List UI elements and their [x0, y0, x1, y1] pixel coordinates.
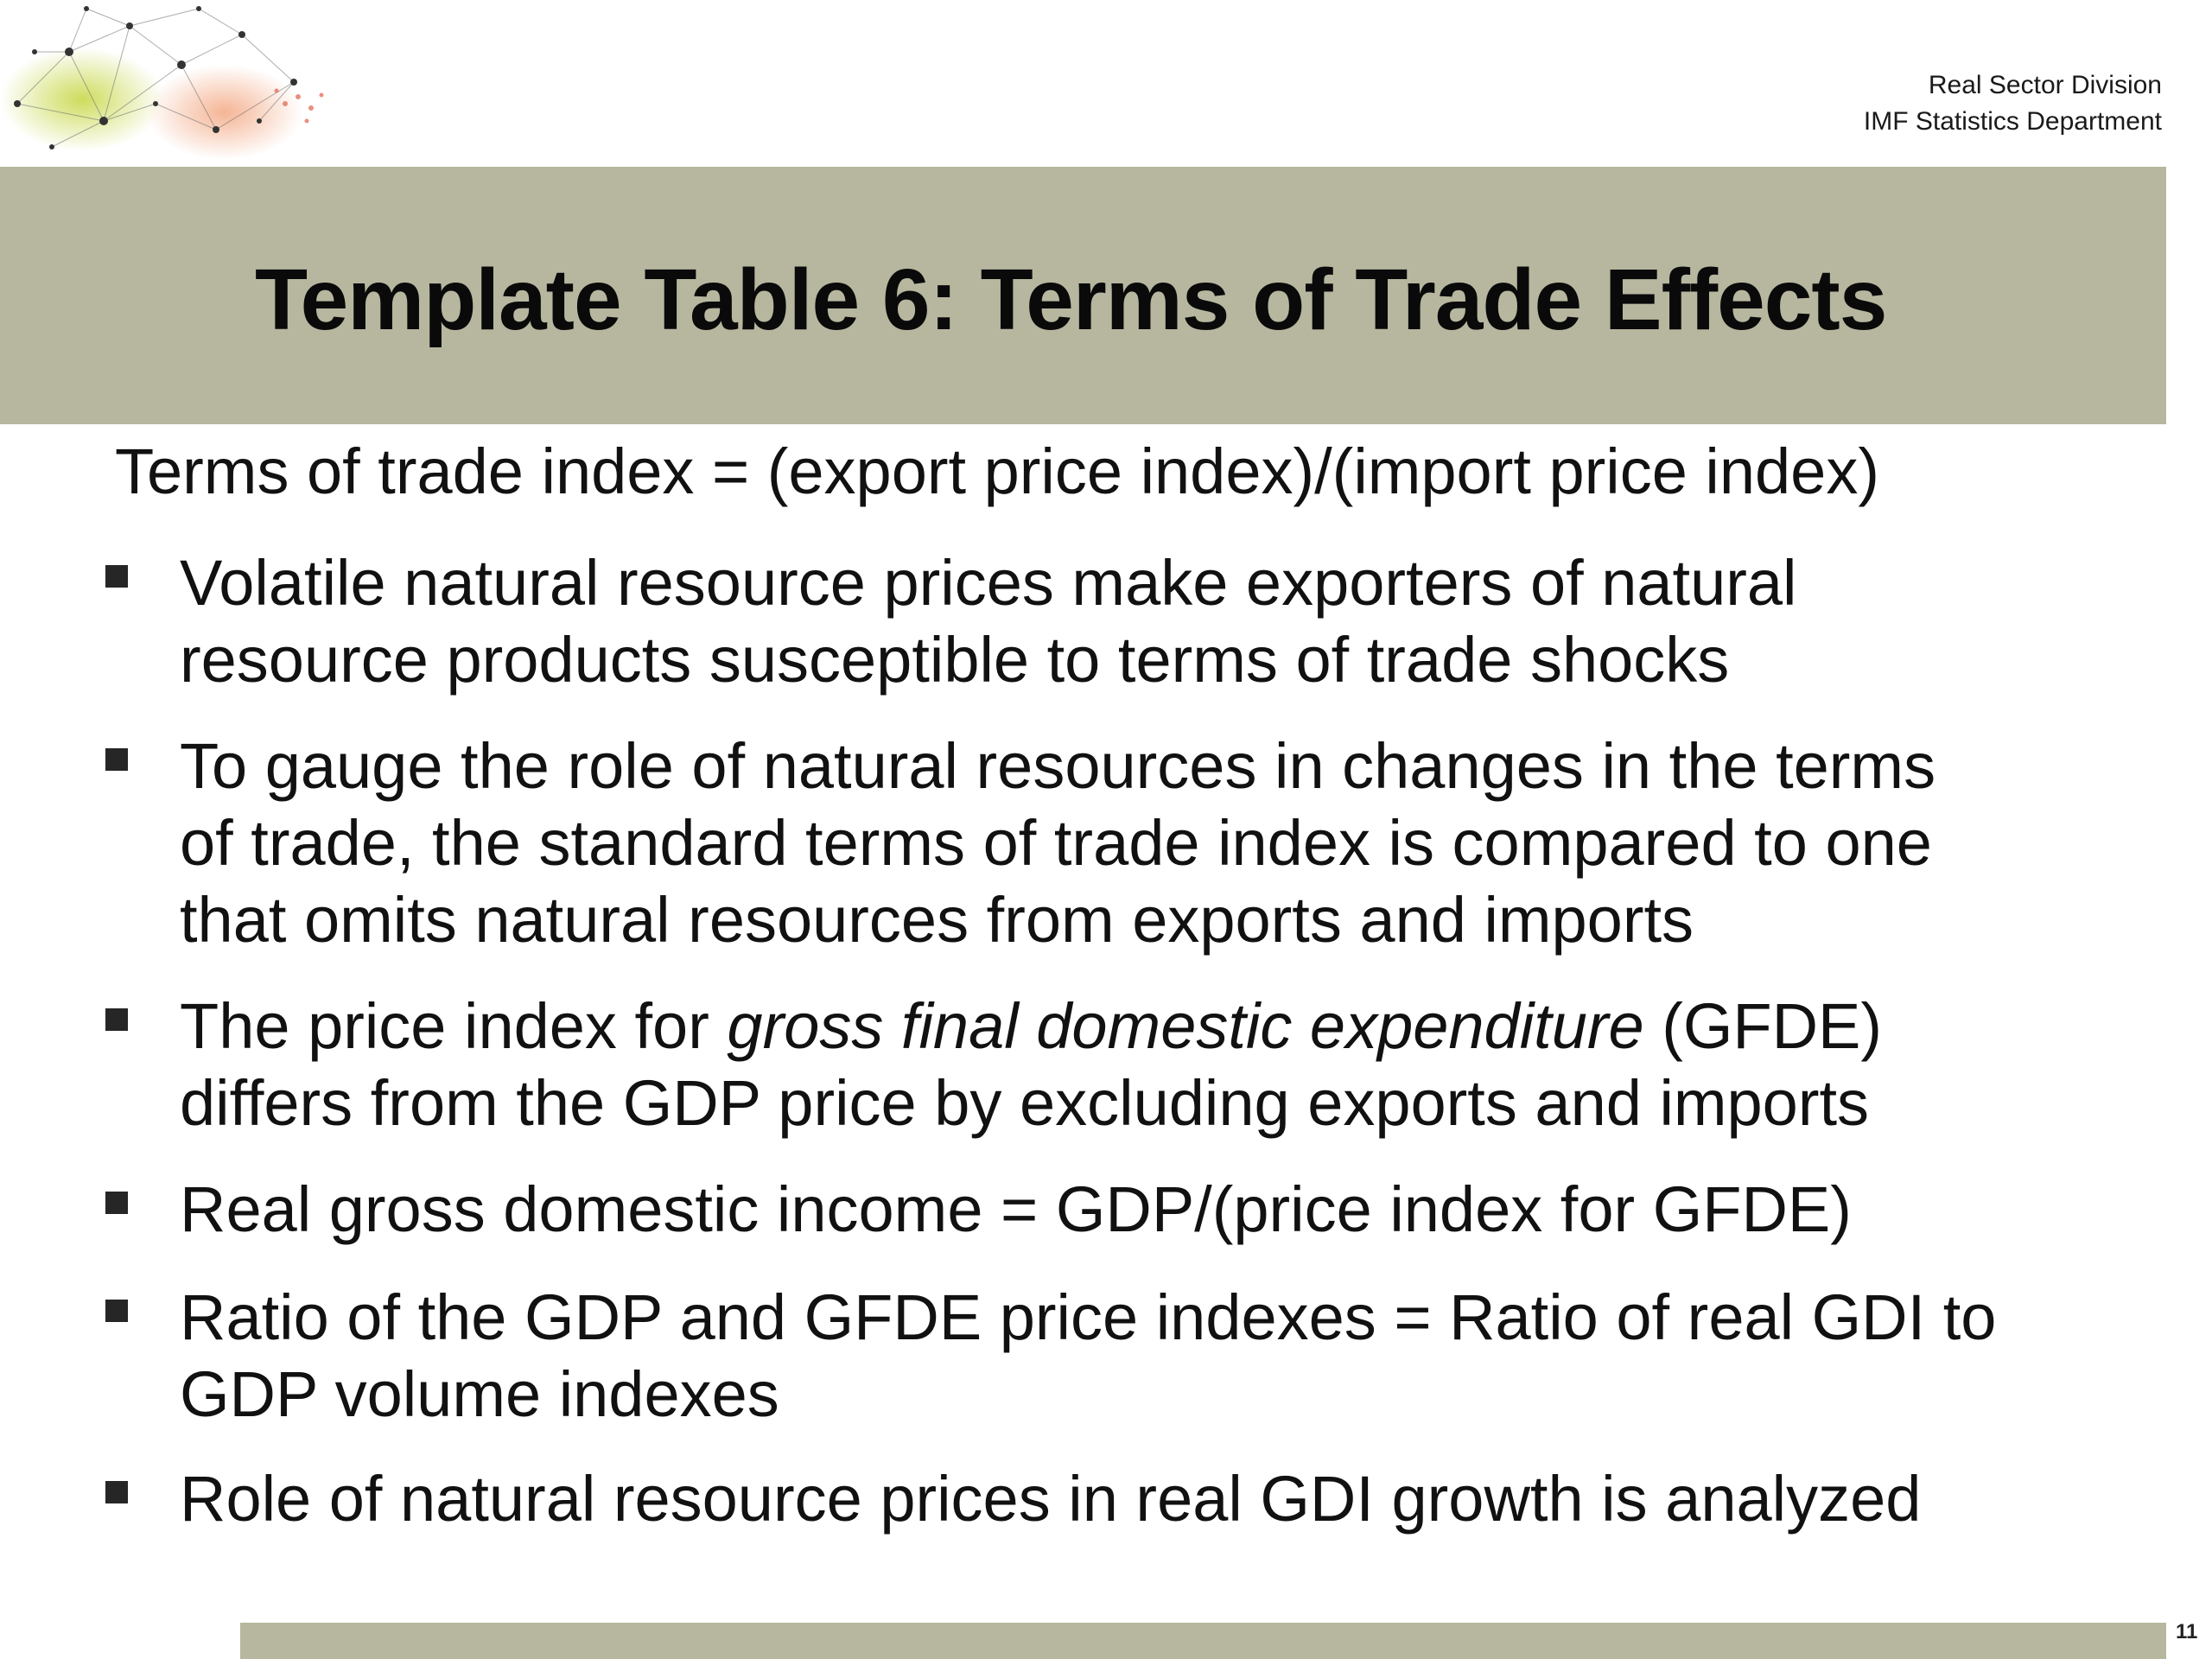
bullet-text: Ratio of the GDP and GFDE price indexes … — [180, 1279, 2212, 1433]
footer-bar — [240, 1623, 2166, 1659]
bullet-marker-icon — [105, 565, 128, 588]
bullet-text: Real gross domestic income = GDP/(price … — [180, 1171, 2212, 1248]
bullet-marker-icon — [105, 1481, 128, 1503]
bullet-text-prefix: The price index for — [180, 990, 728, 1062]
bullet-text-italic: gross final domestic expenditure — [727, 990, 1644, 1062]
bullet-text: To gauge the role of natural resources i… — [180, 728, 2212, 958]
bullet-line: Role of natural resource prices in real … — [180, 1463, 1922, 1535]
bullet-line: The price index for gross final domestic… — [180, 988, 2212, 1065]
bullet-line: that omits natural resources from export… — [180, 884, 1694, 956]
bullet-text-suffix: (GFDE) — [1643, 990, 1883, 1062]
slide-title: Template Table 6: Terms of Trade Effects — [255, 251, 1887, 348]
bullet-line: To gauge the role of natural resources i… — [180, 730, 1936, 802]
bullet-text: Role of natural resource prices in real … — [180, 1460, 2212, 1537]
header-meta: Real Sector Division IMF Statistics Depa… — [1864, 67, 2162, 140]
bullet-text: The price index for gross final domestic… — [180, 988, 2212, 1141]
bullet-line: Ratio of the GDP and GFDE price indexes … — [180, 1281, 1997, 1353]
bullet-marker-icon — [105, 1300, 128, 1322]
bullet-line: GDP volume indexes — [180, 1358, 779, 1430]
department-label: IMF Statistics Department — [1863, 107, 2162, 136]
bullet-line: Volatile natural resource prices make ex… — [180, 547, 1797, 619]
bullet-line: of trade, the standard terms of trade in… — [180, 807, 1932, 879]
bullet-marker-icon — [105, 1008, 128, 1031]
bullet-text: Volatile natural resource prices make ex… — [180, 544, 2212, 698]
division-label: Real Sector Division — [1928, 71, 2162, 99]
bullet-marker-icon — [105, 1192, 128, 1214]
bullet-line: Real gross domestic income = GDP/(price … — [180, 1173, 1852, 1245]
title-band — [0, 167, 2166, 424]
page-number: 11 — [2176, 1620, 2198, 1643]
bullet-line: resource products susceptible to terms o… — [180, 624, 1730, 696]
bullet-marker-icon — [105, 748, 128, 771]
terms-of-trade-formula: Terms of trade index = (export price ind… — [115, 435, 1879, 507]
network-graphic-logo — [0, 6, 324, 160]
bullet-line: differs from the GDP price by excluding … — [180, 1067, 1870, 1139]
